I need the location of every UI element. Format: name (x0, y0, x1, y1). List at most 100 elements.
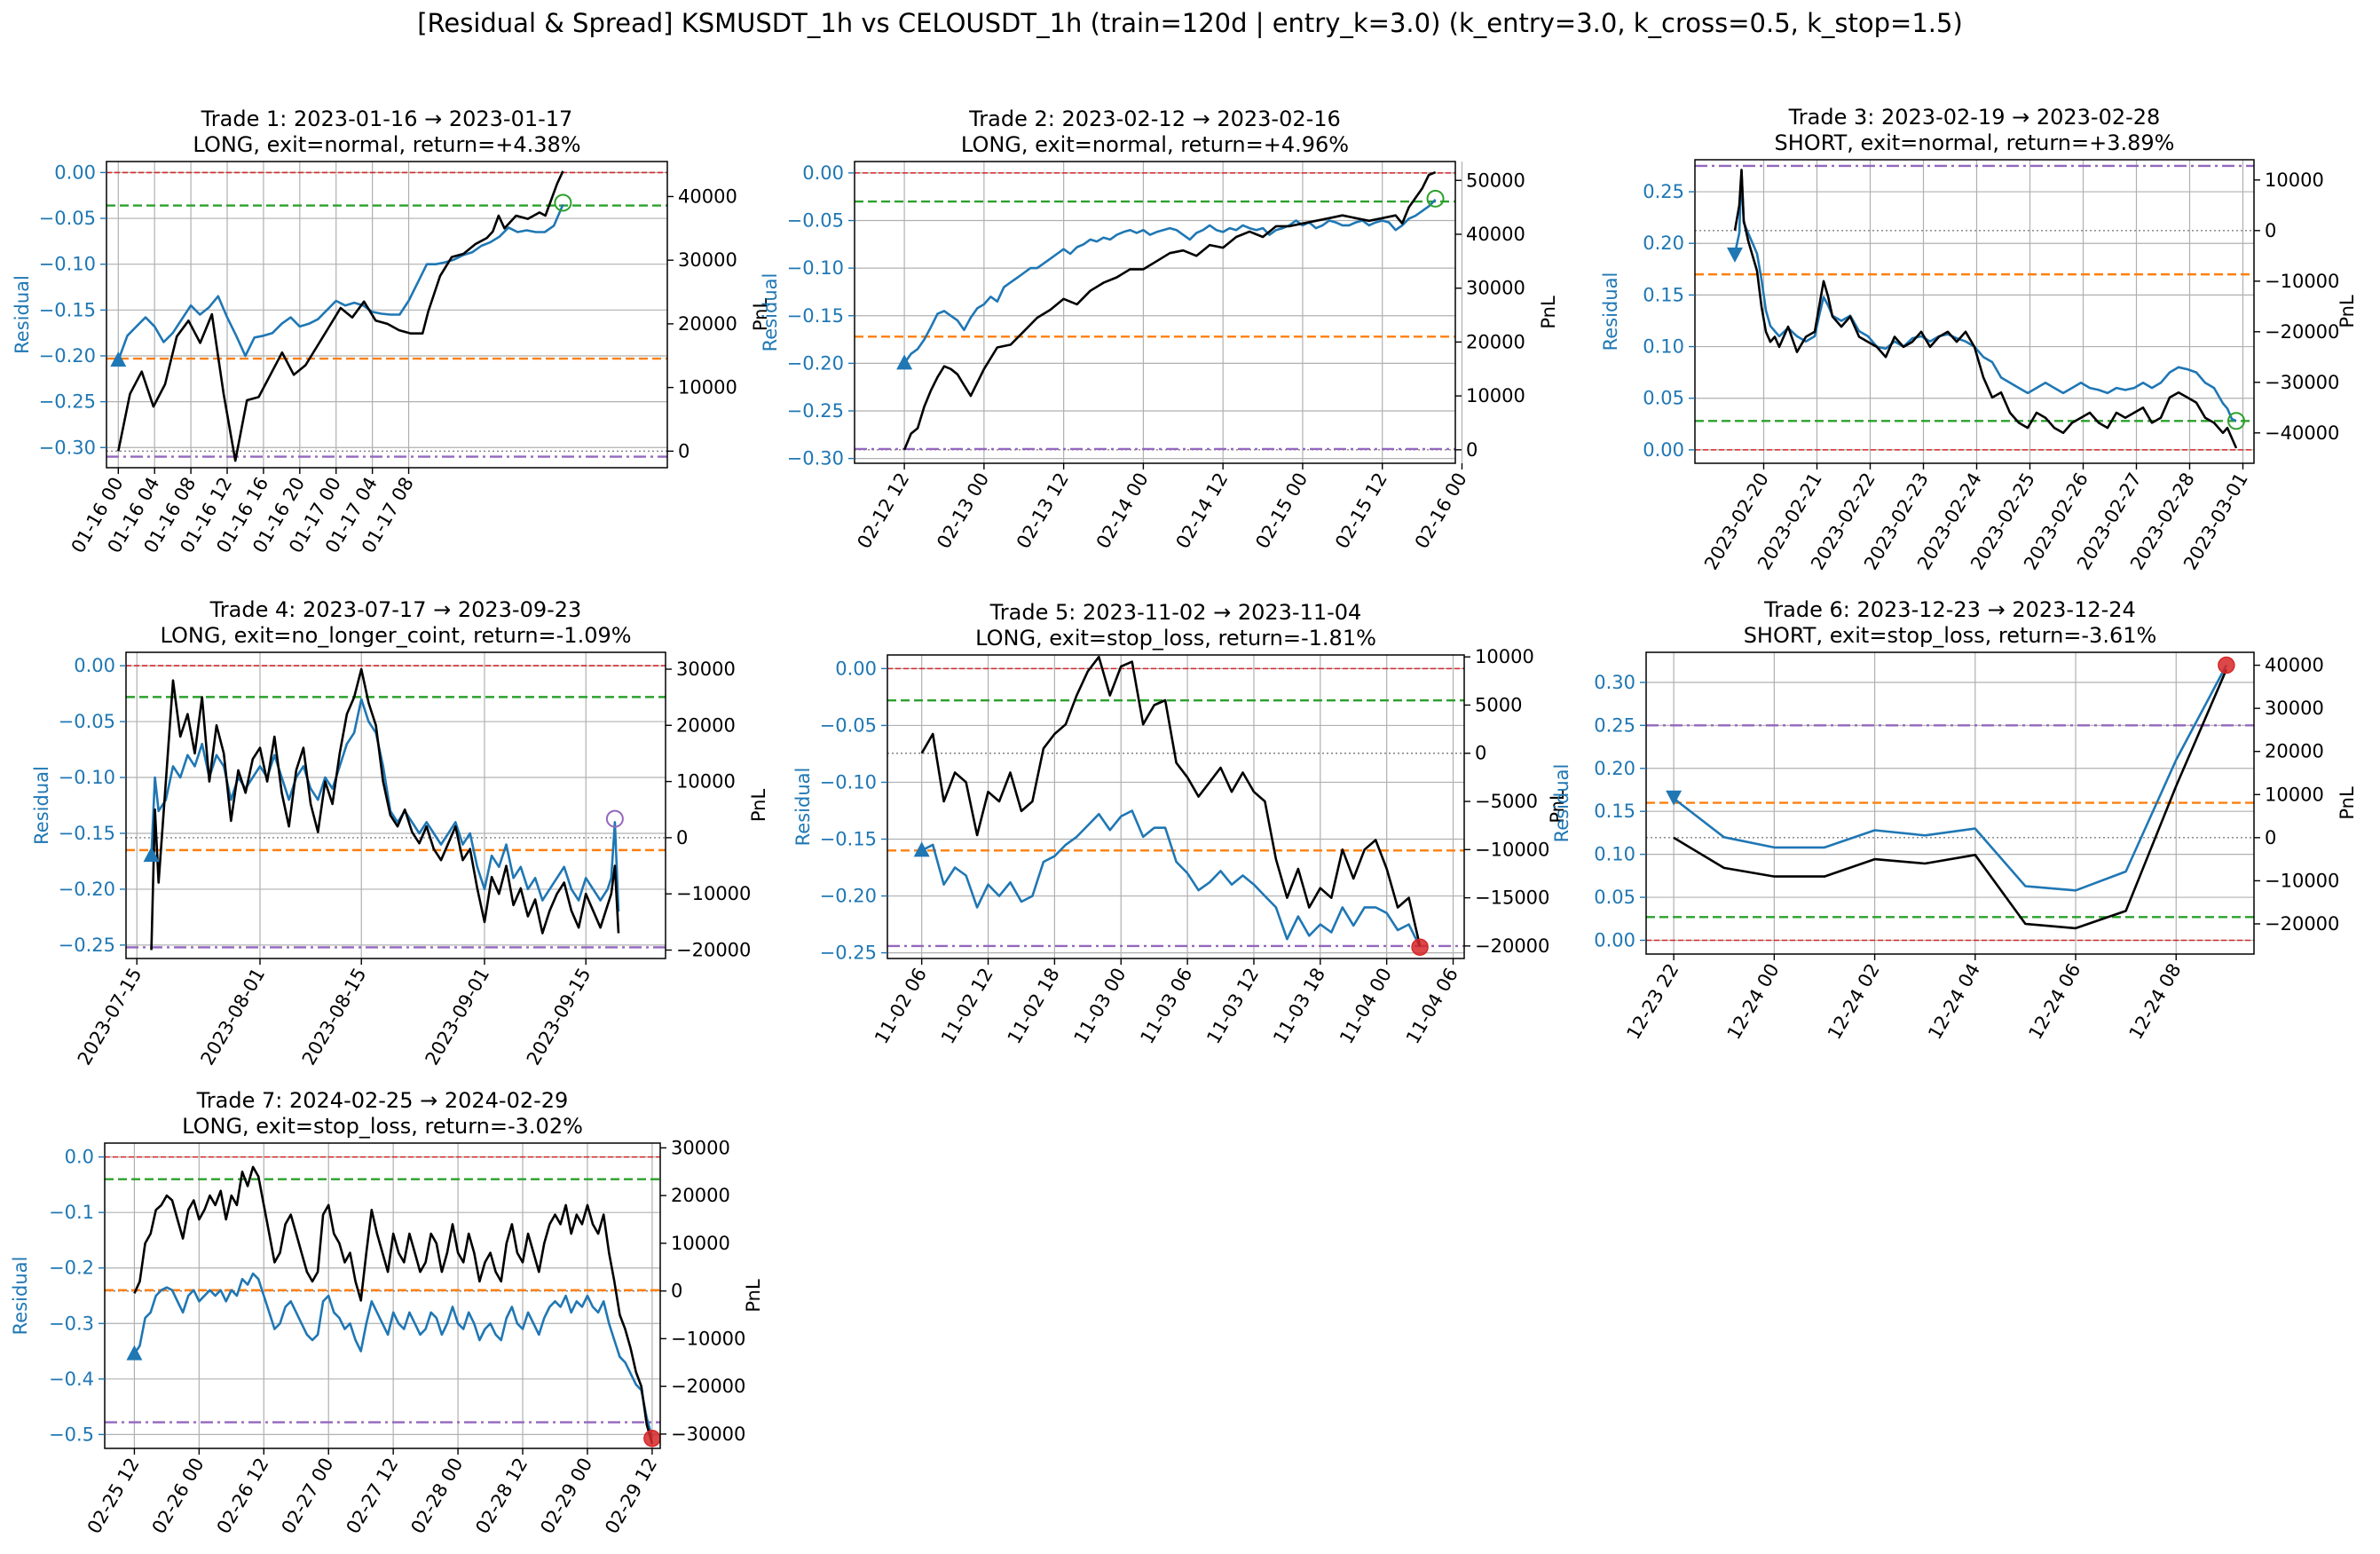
trade-title: Trade 5: 2023-11-02 → 2023-11-04 (989, 600, 1362, 625)
x-tick-label: 12-24 06 (2024, 960, 2084, 1044)
residual-tick-label: −0.20 (39, 345, 96, 367)
residual-series-line (903, 198, 1437, 365)
x-tick-label: 02-26 00 (148, 1455, 209, 1538)
pnl-tick-label: −20000 (1475, 935, 1549, 957)
residual-tick-label: 0.00 (74, 655, 115, 676)
pnl-tick-label: −20000 (676, 940, 751, 961)
residual-tick-label: 0.00 (1594, 930, 1635, 951)
plot-area (855, 170, 1455, 451)
trade-subtitle: LONG, exit=normal, return=+4.38% (193, 132, 580, 157)
residual-series-line (1673, 664, 2228, 892)
pnl-tick-label: 10000 (2265, 170, 2324, 191)
pnl-series-line (920, 655, 1422, 947)
residual-series-line (117, 203, 564, 361)
pnl-series-line (133, 1165, 654, 1444)
exit-marker (2218, 656, 2235, 674)
x-tick-label: 02-27 12 (342, 1455, 402, 1538)
pnl-tick-label: 20000 (671, 1185, 730, 1206)
trade-subtitle: LONG, exit=normal, return=+4.96% (961, 132, 1349, 157)
trade-title: Trade 6: 2023-12-23 → 2023-12-24 (1763, 597, 2136, 622)
x-tick-label: 11-02 06 (871, 965, 931, 1048)
pnl-tick-label: −5000 (1475, 791, 1538, 812)
axes-frame (887, 654, 1465, 959)
pnl-tick-label: 20000 (2265, 741, 2324, 762)
pnl-series-line (150, 667, 620, 951)
residual-tick-label: 0.20 (1594, 758, 1635, 779)
pnl-axis-label: PnL (2337, 295, 2358, 328)
entry-marker-long (143, 847, 160, 863)
pnl-tick-label: −15000 (1475, 887, 1549, 909)
pnl-series-line (1673, 668, 2228, 930)
pnl-axis-label: PnL (748, 789, 769, 823)
entry-marker-long (913, 841, 930, 857)
pnl-tick-label: −40000 (2265, 422, 2339, 444)
x-tick-label: 12-24 00 (1723, 960, 1784, 1044)
pnl-tick-label: 10000 (2265, 784, 2324, 805)
residual-tick-label: −0.30 (39, 437, 96, 458)
pnl-tick-label: 10000 (1466, 385, 1525, 406)
pnl-tick-label: −10000 (676, 883, 751, 904)
grid (105, 1143, 660, 1448)
residual-tick-label: 0.00 (835, 658, 877, 679)
trade-panel-1: 0.00 −0.05 −0.10 −0.15 −0.20 −0.25 −0.30 0 10000… (12, 106, 771, 556)
pnl-tick-label: −20000 (2265, 321, 2339, 343)
pnl-axis-label: PnL (750, 298, 771, 332)
x-tick-label: 2023-09-15 (523, 965, 595, 1069)
x-tick-label: 02-15 12 (1331, 469, 1391, 553)
residual-tick-label: −0.15 (59, 823, 115, 844)
residual-tick-label: −0.05 (787, 209, 844, 231)
x-tick-label: 02-28 00 (406, 1455, 467, 1538)
residual-tick-label: 0.05 (1643, 388, 1684, 409)
residual-tick-label: −0.20 (787, 352, 844, 374)
pnl-series-line (117, 170, 564, 462)
exit-marker (605, 809, 624, 828)
residual-tick-label: −0.30 (787, 448, 844, 469)
pnl-tick-label: 10000 (676, 771, 736, 793)
pnl-tick-label: 30000 (671, 1137, 730, 1158)
residual-tick-label: −0.10 (820, 771, 877, 793)
residual-tick-label: 0.25 (1643, 181, 1684, 202)
residual-tick-label: −0.15 (820, 829, 877, 850)
entry-marker-long (126, 1345, 143, 1361)
plot-area (126, 665, 666, 951)
pnl-tick-label: −10000 (2265, 870, 2339, 891)
plot-area (105, 1156, 660, 1444)
x-tick-label: 11-03 06 (1136, 965, 1196, 1048)
x-tick-label: 11-02 18 (1004, 965, 1064, 1048)
pnl-tick-label: 0 (676, 827, 688, 848)
residual-tick-label: −0.20 (820, 886, 877, 907)
residual-tick-label: 0.0 (65, 1147, 94, 1168)
plot-area (1695, 164, 2254, 451)
pnl-tick-label: 10000 (671, 1233, 730, 1254)
x-tick-label: 02-14 12 (1172, 469, 1233, 553)
residual-tick-label: −0.05 (820, 714, 877, 736)
residual-tick-label: −0.4 (49, 1369, 94, 1390)
pnl-tick-label: 20000 (676, 714, 736, 736)
axes-frame (104, 1142, 661, 1449)
residual-tick-label: 0.25 (1594, 714, 1635, 736)
trade-subtitle: SHORT, exit=stop_loss, return=-3.61% (1744, 623, 2157, 648)
residual-tick-label: −0.10 (39, 254, 96, 275)
x-tick-label: 02-16 00 (1411, 469, 1471, 553)
x-tick-label: 02-12 12 (853, 469, 913, 553)
x-tick-label: 02-15 00 (1251, 469, 1312, 553)
residual-series-line (921, 809, 1422, 948)
x-tick-label: 11-04 06 (1402, 965, 1462, 1048)
residual-axis-label: Residual (760, 273, 781, 352)
entry-marker-short (1666, 790, 1683, 806)
pnl-tick-label: −10000 (1475, 839, 1549, 860)
residual-series-line (150, 698, 620, 912)
trade-panel-4: 0.00 −0.05 −0.10 −0.15 −0.20 −0.25 −20000 −1000… (31, 597, 769, 1069)
x-tick-label: 11-02 12 (937, 965, 997, 1048)
x-tick-label: 02-25 12 (83, 1455, 144, 1538)
residual-tick-label: 0.15 (1643, 284, 1684, 305)
grid (1646, 652, 2254, 954)
pnl-tick-label: 0 (671, 1281, 682, 1302)
pnl-axis-label: PnL (1547, 790, 1568, 824)
x-tick-label: 02-13 00 (933, 469, 993, 553)
x-tick-label: 11-04 00 (1336, 965, 1396, 1048)
x-tick-label: 12-24 08 (2125, 960, 2186, 1044)
pnl-axis-label: PnL (743, 1279, 764, 1313)
axes-frame (1645, 651, 2255, 955)
grid (1695, 160, 2254, 463)
